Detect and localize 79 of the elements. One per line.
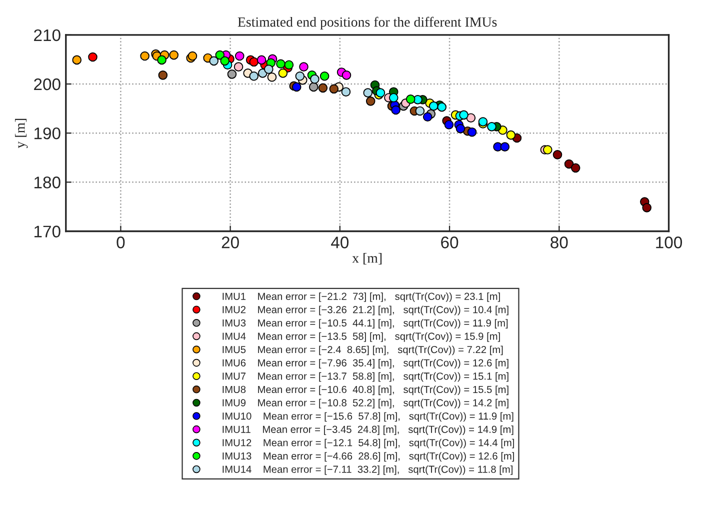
point xyxy=(467,127,477,137)
point xyxy=(329,84,339,94)
y-tick-label: 180 xyxy=(34,176,60,188)
legend-label: IMU6 Mean error = [−7.96 35.4] [m], sqrt(Tr(Cov)) = 12.6 [m] xyxy=(222,359,508,368)
point xyxy=(310,74,320,84)
point xyxy=(234,51,244,61)
point xyxy=(428,101,438,111)
y-tick-label: 170 xyxy=(34,226,60,238)
legend-label: IMU9 Mean error = [−10.8 52.2] [m], sqrt(Tr(Cov)) = 14.2 [m] xyxy=(222,398,508,408)
point xyxy=(292,82,302,92)
legend-label: IMU5 Mean error = [−2.4 8.65] [m], sqrt(Tr(Cov)) = 7.22 [m] xyxy=(222,346,503,356)
point xyxy=(363,88,373,98)
point xyxy=(318,83,328,93)
x-tick-label: 100 xyxy=(656,236,682,248)
x-tick-label: 0 xyxy=(116,236,125,248)
point xyxy=(276,59,286,69)
point xyxy=(466,113,476,123)
point xyxy=(249,71,259,81)
point xyxy=(227,70,237,79)
point xyxy=(500,142,510,152)
legend-label: IMU10 Mean error = [−15.6 57.8] [m], sqrt(Tr(Cov)) = 11.9 [m] xyxy=(222,412,514,422)
point xyxy=(459,110,468,120)
x-tick-label: 40 xyxy=(331,236,349,248)
point xyxy=(487,122,496,132)
legend-label: IMU7 Mean error = [−13.7 58.8] [m], sqrt(Tr(Cov)) = 15.1 [m] xyxy=(222,372,508,382)
point xyxy=(234,62,244,72)
point xyxy=(506,130,516,140)
point xyxy=(320,71,330,81)
legend-label: IMU4 Mean error = [−13.5 58] [m], sqrt(Tr(Cov)) = 15.9 [m] xyxy=(222,332,500,342)
legend-label: IMU13 Mean error = [−4.66 28.6] [m], sqrt(Tr(Cov)) = 12.6 [m] xyxy=(222,452,514,462)
point xyxy=(88,52,98,62)
point xyxy=(278,68,288,78)
point xyxy=(140,51,150,61)
point xyxy=(284,60,294,70)
y-tick-label: 190 xyxy=(34,127,60,140)
legend-label: IMU11 Mean error = [−3.45 24.8] [m], sqrt(Tr(Cov)) = 14.9 [m] xyxy=(222,426,514,435)
point xyxy=(157,55,166,65)
point xyxy=(342,70,352,80)
point xyxy=(158,70,168,80)
point xyxy=(256,55,266,65)
legend-label: IMU12 Mean error = [−12.1 54.8] [m], sqrt(Tr(Cov)) = 14.4 [m] xyxy=(222,438,514,448)
x-tick-label: 20 xyxy=(222,236,239,248)
point xyxy=(456,124,466,134)
x-tick-label: 60 xyxy=(441,236,458,248)
point xyxy=(564,159,574,169)
point xyxy=(570,163,580,173)
point xyxy=(209,56,219,66)
legend-label: IMU3 Mean error = [−10.5 44.1] [m], sqrt(Tr(Cov)) = 11.9 [m] xyxy=(222,319,508,329)
point xyxy=(308,82,318,92)
point xyxy=(72,55,82,65)
point xyxy=(220,56,230,66)
point xyxy=(388,93,398,102)
point xyxy=(249,57,259,67)
legend-label: IMU14 Mean error = [−7.11 33.2] [m], sqrt(Tr(Cov)) = 11.8 [m] xyxy=(222,465,512,475)
x-tick-label: 80 xyxy=(550,236,568,248)
point xyxy=(444,120,454,130)
legend-label: IMU2 Mean error = [−3.26 21.2] [m], sqrt(Tr(Cov)) = 10.4 [m] xyxy=(222,306,508,316)
y-axis-title: y [m] xyxy=(15,118,28,148)
point xyxy=(406,94,416,104)
point xyxy=(295,71,305,81)
point xyxy=(366,96,376,106)
legend-label: IMU8 Mean error = [−10.6 40.8] [m], sqrt(Tr(Cov)) = 15.5 [m] xyxy=(222,386,508,396)
point xyxy=(415,106,425,116)
point xyxy=(299,62,308,72)
point xyxy=(391,105,400,115)
point xyxy=(264,64,274,74)
point xyxy=(437,102,447,112)
point xyxy=(422,112,432,122)
chart-title: Estimated end positions for the different IMUs xyxy=(238,16,497,30)
y-tick-label: 200 xyxy=(34,78,60,90)
point xyxy=(267,72,277,82)
legend-label: IMU1 Mean error = [−21.2 73] [m], sqrt(Tr(Cov)) = 23.1 [m] xyxy=(222,292,500,302)
point xyxy=(552,150,562,160)
y-tick-label: 210 xyxy=(34,29,60,42)
point xyxy=(542,145,552,154)
x-axis-title: x [m] xyxy=(352,253,382,265)
point xyxy=(169,50,179,60)
point xyxy=(642,203,652,212)
point xyxy=(341,87,351,96)
